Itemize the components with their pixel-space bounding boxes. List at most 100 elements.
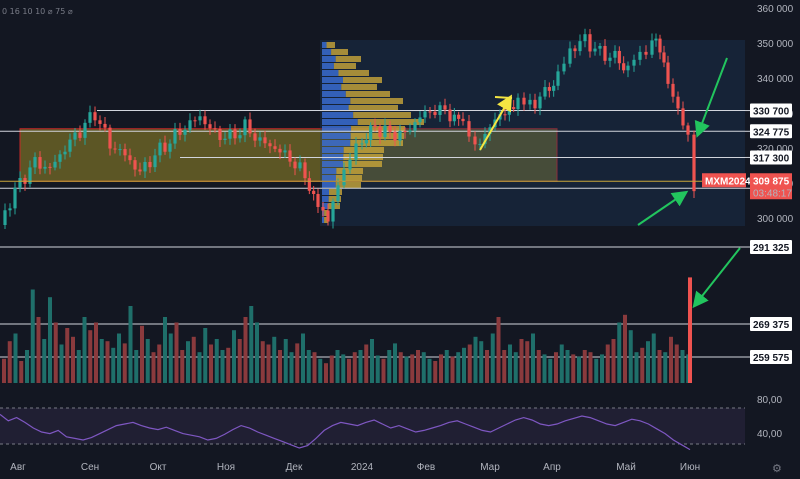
candle-body bbox=[603, 45, 607, 61]
volume-bar bbox=[542, 354, 547, 383]
price-tick-label: 360 000 bbox=[757, 4, 794, 15]
profile-bar-blue bbox=[322, 126, 352, 132]
volume-bar bbox=[295, 343, 300, 383]
level-label-text: 259 575 bbox=[753, 353, 790, 364]
time-tick-label: Сен bbox=[81, 462, 99, 473]
volume-bar bbox=[508, 344, 512, 383]
candle-body bbox=[188, 120, 192, 130]
candle-body bbox=[556, 71, 560, 86]
volume-bar bbox=[151, 352, 156, 383]
profile-bar-blue bbox=[322, 63, 334, 69]
candle-body bbox=[503, 114, 507, 116]
volume-bar bbox=[289, 352, 294, 383]
candle-body bbox=[58, 154, 62, 162]
volume-bar bbox=[462, 347, 466, 383]
level-label-text: 317 300 bbox=[753, 153, 790, 164]
volume-bar bbox=[404, 356, 409, 383]
volume-bar bbox=[479, 341, 484, 383]
candle-body bbox=[98, 120, 102, 124]
candle-body bbox=[562, 63, 566, 72]
candle-body bbox=[213, 128, 217, 130]
candle-body bbox=[168, 143, 172, 152]
candle-body bbox=[378, 126, 382, 138]
candle-body bbox=[83, 122, 87, 138]
candle-body bbox=[452, 114, 456, 122]
volume-bar bbox=[611, 339, 616, 383]
profile-bar-blue bbox=[322, 98, 351, 104]
volume-bar bbox=[25, 350, 29, 383]
volume-bar bbox=[243, 317, 248, 383]
candle-body bbox=[228, 129, 232, 139]
volume-bar bbox=[209, 344, 213, 383]
candle-body bbox=[478, 143, 482, 145]
volume-bar bbox=[617, 322, 622, 383]
candle-body bbox=[671, 83, 675, 97]
candle-body bbox=[398, 131, 402, 141]
settings-icon[interactable]: ⚙ bbox=[772, 463, 782, 475]
volume-bar bbox=[651, 333, 656, 383]
candle-body bbox=[588, 34, 592, 52]
time-tick-label: Июн bbox=[680, 462, 700, 473]
candle-body bbox=[138, 169, 142, 172]
profile-bar-blue bbox=[322, 112, 354, 118]
time-tick-label: Окт bbox=[150, 462, 167, 473]
volume-bar bbox=[387, 350, 392, 383]
volume-bar bbox=[19, 361, 24, 383]
volume-bar bbox=[324, 363, 328, 383]
candle-body bbox=[312, 190, 316, 194]
candle-body bbox=[223, 138, 227, 140]
volume-bar bbox=[255, 322, 259, 383]
volume-bar bbox=[490, 333, 495, 383]
candle-body bbox=[543, 87, 547, 97]
price-tick-label: 320 000 bbox=[757, 144, 794, 155]
candle-body bbox=[326, 210, 330, 222]
volume-bar bbox=[416, 350, 420, 383]
profile-bar-yellow bbox=[328, 196, 341, 202]
volume-bar bbox=[266, 344, 271, 383]
candle-body bbox=[43, 166, 47, 169]
price-tick-label: 300 000 bbox=[757, 214, 794, 225]
candle-body bbox=[108, 127, 112, 149]
profile-bar-blue bbox=[322, 91, 346, 97]
level-label-bg bbox=[750, 350, 792, 364]
candle-body bbox=[373, 125, 377, 127]
volume-bar bbox=[260, 341, 265, 383]
candle-body bbox=[348, 159, 352, 170]
volume-bar bbox=[329, 355, 334, 383]
profile-bar-yellow bbox=[335, 56, 361, 62]
volume-bar bbox=[496, 317, 501, 383]
candle-body bbox=[443, 105, 447, 110]
candle-body bbox=[3, 210, 7, 225]
volume-bar bbox=[71, 336, 75, 383]
candle-body bbox=[173, 129, 177, 144]
candle-body bbox=[438, 105, 442, 115]
volume-bar bbox=[444, 350, 449, 383]
time-tick-label: 2024 bbox=[351, 462, 374, 473]
volume-bar bbox=[76, 350, 81, 383]
candle-body bbox=[617, 50, 621, 64]
candle-body bbox=[467, 121, 471, 137]
candle-body bbox=[93, 112, 97, 121]
candle-body bbox=[522, 97, 526, 105]
candle-body bbox=[123, 149, 127, 156]
indicator-header: 0 16 10 10 ⌀ 75 ⌀ bbox=[2, 7, 73, 16]
candle-body bbox=[483, 133, 487, 144]
candle-body bbox=[654, 38, 658, 41]
candle-body bbox=[676, 96, 680, 109]
candle-body bbox=[488, 127, 492, 134]
candle-body bbox=[18, 178, 22, 188]
candle-body bbox=[63, 151, 67, 155]
profile-bar-yellow bbox=[353, 112, 411, 118]
candle-body bbox=[238, 135, 242, 139]
profile-bar-blue bbox=[322, 77, 343, 83]
volume-bar bbox=[283, 339, 288, 383]
candle-body bbox=[644, 51, 648, 55]
volume-bar bbox=[2, 358, 6, 383]
profile-bar-yellow bbox=[341, 84, 377, 90]
profile-bar-blue bbox=[322, 140, 351, 146]
volume-bar bbox=[525, 341, 530, 383]
candle-body bbox=[78, 132, 82, 138]
candle-body bbox=[248, 119, 252, 134]
volume-bar bbox=[456, 352, 461, 383]
